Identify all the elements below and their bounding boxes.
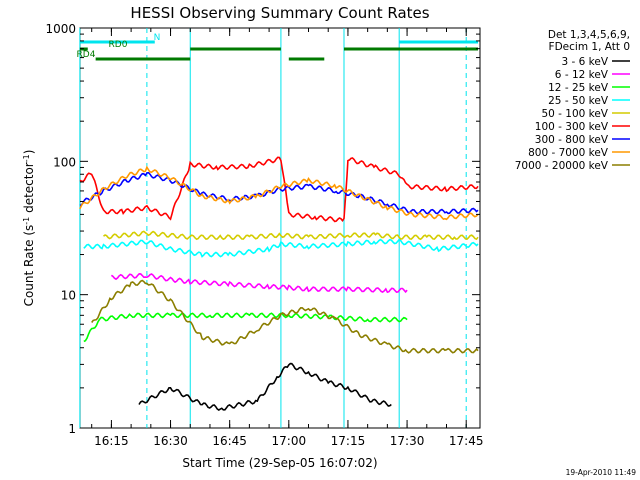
legend-header-line-1: Det 1,3,4,5,6,9, <box>548 29 630 41</box>
series-line-2 <box>83 312 408 343</box>
x-axis-label: Start Time (29-Sep-05 16:07:02) <box>182 456 377 470</box>
plot-frame <box>79 27 481 429</box>
series-line-8 <box>91 279 479 354</box>
y-tick-label: 1 <box>68 422 76 436</box>
legend-entry-label: 25 - 50 keV <box>548 95 609 107</box>
x-tick-label: 16:45 <box>212 434 247 448</box>
legend-entry-label: 12 - 25 keV <box>548 82 609 94</box>
x-tick-label: 17:15 <box>331 434 366 448</box>
y-axis-label-sup-1: -1 <box>22 217 31 225</box>
series-line-0 <box>138 362 392 411</box>
y-axis-label: Count Rate (s-1 detector-1) <box>22 150 37 307</box>
legend: Det 1,3,4,5,6,9, FDecim 1, Att 0 3 - 6 k… <box>515 29 630 172</box>
legend-entry-label: 100 - 300 keV <box>535 121 609 133</box>
y-tick-label: 1000 <box>45 22 76 36</box>
legend-entry-label: 7000 - 20000 keV <box>515 160 609 172</box>
legend-entry-label: 300 - 800 keV <box>535 134 609 146</box>
legend-entry-label: 800 - 7000 keV <box>528 147 609 159</box>
y-axis-label-part-3: ) <box>22 150 36 155</box>
series-line-1 <box>110 272 408 294</box>
orbit-markers <box>79 28 467 428</box>
legend-entry-label: 50 - 100 keV <box>541 108 608 120</box>
x-tick-label: 16:15 <box>94 434 129 448</box>
legend-entry-label: 6 - 12 keV <box>555 69 609 81</box>
series-line-4 <box>103 230 479 241</box>
y-axis-label-part-1: Count Rate (s <box>22 225 36 307</box>
x-axis-ticks: 16:15 16:30 16:45 17:00 17:15 17:30 17:45 <box>91 28 484 448</box>
x-tick-label: 17:45 <box>449 434 484 448</box>
flag-label-n: N <box>154 33 161 43</box>
flag-label-rd0: RD0 <box>109 40 128 50</box>
legend-header-line-2: FDecim 1, Att 0 <box>549 41 630 53</box>
y-axis-label-part-2: detector <box>22 162 36 217</box>
chart-title: HESSI Observing Summary Count Rates <box>130 4 429 22</box>
series-line-5 <box>79 156 479 223</box>
series-lines <box>79 156 479 411</box>
y-tick-label: 100 <box>53 155 76 169</box>
x-tick-label: 17:30 <box>390 434 425 448</box>
flag-bars: N RD0 RD4 <box>77 33 479 61</box>
x-tick-label: 16:30 <box>153 434 188 448</box>
x-tick-label: 17:00 <box>272 434 307 448</box>
flag-label-rd4: RD4 <box>77 50 96 60</box>
series-line-3 <box>83 238 479 258</box>
y-axis-label-sup-2: -1 <box>22 154 31 162</box>
series-line-7 <box>79 165 479 221</box>
y-tick-label: 10 <box>61 289 76 303</box>
timestamp: 19-Apr-2010 11:49 <box>566 468 637 477</box>
y-axis-ticks: 1 10 100 1000 <box>45 22 480 436</box>
series-line-6 <box>79 171 479 215</box>
legend-entry-label: 3 - 6 keV <box>561 56 608 68</box>
